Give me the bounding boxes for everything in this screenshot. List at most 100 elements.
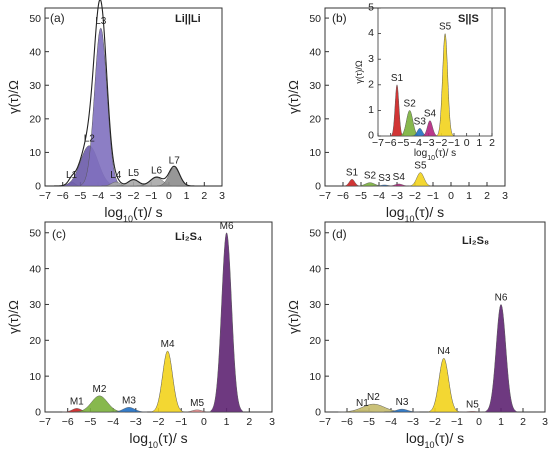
x-tick-label: −7 bbox=[39, 416, 51, 428]
y-tick-label: 10 bbox=[309, 371, 321, 383]
y-tick-label: 20 bbox=[309, 335, 321, 347]
sample-label: Li₂S₄ bbox=[175, 231, 202, 243]
y-axis-label: γ(τ)/Ω bbox=[6, 80, 21, 114]
peak-s5 bbox=[408, 172, 433, 187]
x-tick-label: −2 bbox=[429, 416, 441, 428]
peak-label-m6: M6 bbox=[220, 221, 234, 232]
x-tick-label: 3 bbox=[219, 190, 225, 202]
inset-x-tick-label: −4 bbox=[410, 137, 422, 149]
y-tick-label: 10 bbox=[309, 147, 321, 159]
peak-m4 bbox=[151, 350, 184, 413]
y-tick-label: 50 bbox=[309, 227, 321, 239]
x-tick-label: 0 bbox=[201, 416, 207, 428]
x-tick-label: −1 bbox=[175, 416, 187, 428]
peak-label-s4: S4 bbox=[393, 172, 406, 183]
y-axis-label: γ(τ)/Ω bbox=[286, 80, 301, 114]
peak-label-s5: S5 bbox=[414, 161, 427, 172]
peak-label-m1: M1 bbox=[70, 396, 84, 407]
peak-label-l2: L2 bbox=[84, 134, 96, 145]
panel-tag: (b) bbox=[332, 11, 347, 25]
x-tick-label: −6 bbox=[341, 416, 353, 428]
peak-m5 bbox=[182, 409, 212, 413]
y-tick-label: 50 bbox=[29, 13, 41, 25]
peak-label-s1: S1 bbox=[346, 167, 359, 178]
peak-m3 bbox=[110, 407, 148, 413]
inset-peak-label-s4: S4 bbox=[424, 109, 437, 120]
inset-x-tick-label: −2 bbox=[435, 137, 447, 149]
x-tick-label: −4 bbox=[92, 190, 104, 202]
x-tick-label: −6 bbox=[337, 190, 349, 202]
x-tick-label: −7 bbox=[39, 190, 51, 202]
peak-label-m4: M4 bbox=[161, 339, 175, 350]
panel-tag: (c) bbox=[52, 227, 66, 241]
sample-label: S||S bbox=[458, 13, 479, 25]
inset-y-axis-label: γ(τ)/Ω bbox=[354, 60, 364, 84]
x-tick-label: −5 bbox=[355, 190, 367, 202]
inset-peak-s1 bbox=[390, 84, 404, 137]
x-tick-label: −4 bbox=[385, 416, 397, 428]
y-tick-label: 0 bbox=[35, 181, 41, 193]
plot-frame bbox=[324, 221, 546, 413]
panel-tag: (d) bbox=[332, 227, 347, 241]
inset-x-tick-label: −6 bbox=[385, 137, 397, 149]
x-axis-label: log10(τ)/ s bbox=[406, 430, 464, 450]
x-tick-label: −5 bbox=[363, 416, 375, 428]
envelope-line bbox=[45, 0, 222, 187]
x-tick-label: 2 bbox=[484, 190, 490, 202]
peak-n4 bbox=[428, 357, 460, 413]
peak-n5 bbox=[458, 411, 487, 413]
peak-label-l4: L4 bbox=[110, 170, 122, 181]
y-tick-label: 20 bbox=[309, 114, 321, 126]
y-tick-label: 30 bbox=[309, 299, 321, 311]
peak-label-m2: M2 bbox=[93, 384, 107, 395]
inset-peak-s4 bbox=[421, 120, 439, 137]
x-tick-label: −7 bbox=[319, 416, 331, 428]
x-tick-label: 3 bbox=[269, 416, 275, 428]
inset-peak-label-s1: S1 bbox=[391, 73, 404, 84]
inset-x-tick-label: −7 bbox=[372, 137, 384, 149]
peak-s1 bbox=[343, 179, 361, 187]
sample-label: Li₂S₈ bbox=[462, 235, 489, 247]
peak-label-n1: N1 bbox=[356, 398, 369, 409]
peak-s4 bbox=[387, 183, 411, 187]
x-tick-label: −5 bbox=[74, 190, 86, 202]
peak-label-l7: L7 bbox=[169, 156, 181, 167]
x-tick-label: −1 bbox=[451, 416, 463, 428]
inset-peak-s5 bbox=[436, 33, 454, 137]
inset-y-tick-label: 5 bbox=[368, 2, 374, 14]
panel-tag: (a) bbox=[50, 11, 65, 25]
x-axis-label: log10(τ)/ s bbox=[104, 204, 162, 224]
y-tick-label: 30 bbox=[29, 299, 41, 311]
y-tick-label: 50 bbox=[309, 13, 321, 25]
x-tick-label: −7 bbox=[319, 190, 331, 202]
x-tick-label: 2 bbox=[520, 416, 526, 428]
inset-y-tick-label: 3 bbox=[368, 53, 374, 65]
y-axis-label: γ(τ)/Ω bbox=[6, 300, 21, 334]
x-tick-label: −3 bbox=[130, 416, 142, 428]
x-tick-label: −3 bbox=[407, 416, 419, 428]
inset-x-tick-label: −5 bbox=[397, 137, 409, 149]
y-axis-label: γ(τ)/Ω bbox=[286, 300, 301, 334]
y-tick-label: 40 bbox=[29, 46, 41, 58]
inset-peak-label-s2: S2 bbox=[404, 98, 417, 109]
y-tick-label: 0 bbox=[35, 407, 41, 419]
peak-n6 bbox=[485, 304, 517, 413]
peak-l3 bbox=[80, 27, 121, 187]
y-tick-label: 20 bbox=[29, 114, 41, 126]
x-tick-label: −6 bbox=[57, 190, 69, 202]
peak-label-l3: L3 bbox=[95, 16, 107, 27]
x-tick-label: −2 bbox=[409, 190, 421, 202]
y-tick-label: 40 bbox=[309, 46, 321, 58]
peak-label-m5: M5 bbox=[190, 398, 204, 409]
inset-x-tick-label: 2 bbox=[489, 137, 495, 149]
x-tick-label: −5 bbox=[84, 416, 96, 428]
inset-peak-label-s5: S5 bbox=[439, 22, 452, 33]
x-tick-label: 0 bbox=[476, 416, 482, 428]
y-tick-label: 30 bbox=[309, 80, 321, 92]
x-tick-label: −6 bbox=[62, 416, 74, 428]
y-tick-label: 40 bbox=[309, 263, 321, 275]
x-tick-label: 0 bbox=[448, 190, 454, 202]
inset-y-tick-label: 0 bbox=[368, 130, 374, 142]
